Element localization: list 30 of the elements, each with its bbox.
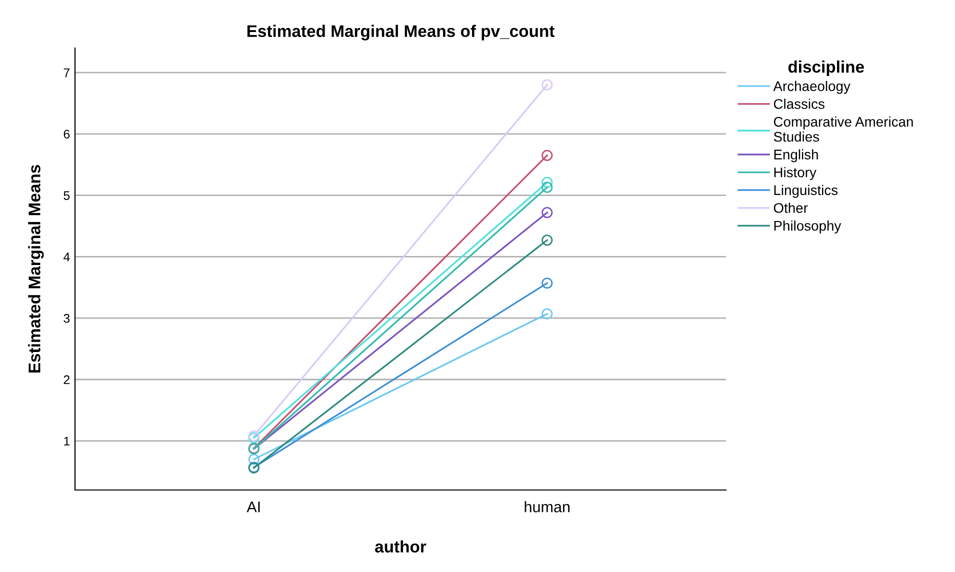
point <box>542 182 553 193</box>
point <box>542 308 553 320</box>
chart-title: Estimated Marginal Means of pv_count <box>247 24 555 40</box>
point <box>542 150 553 161</box>
point <box>542 234 553 246</box>
point <box>542 278 553 289</box>
legend-label: History <box>774 167 816 180</box>
legend-label: Other <box>774 202 808 213</box>
x-tick-label: AI <box>246 502 260 512</box>
y-tick-label: 3 <box>64 314 70 323</box>
point <box>542 206 553 218</box>
point <box>542 176 553 188</box>
legend-label: Philosophy <box>774 220 842 234</box>
legend-label: Linguistics <box>774 184 838 198</box>
legend-title: discipline <box>788 60 864 76</box>
x-tick-label: human <box>524 501 570 512</box>
legend-label: Comparative American Studies <box>774 116 913 142</box>
y-tick-label: 6 <box>64 130 70 139</box>
legend-label: Archaeology <box>773 80 850 94</box>
y-tick-label: 1 <box>64 436 70 446</box>
point <box>542 79 553 90</box>
legend-label: English <box>774 149 818 162</box>
legend-label: Classics <box>774 98 824 109</box>
y-axis-title: Estimated Marginal Means <box>28 165 44 373</box>
point <box>248 454 260 465</box>
y-tick-label: 4 <box>63 252 70 262</box>
y-tick-label: 2 <box>64 375 70 384</box>
y-tick-label: 7 <box>64 68 70 78</box>
y-tick-label: 5 <box>64 191 70 200</box>
x-axis-title: author <box>375 540 426 553</box>
